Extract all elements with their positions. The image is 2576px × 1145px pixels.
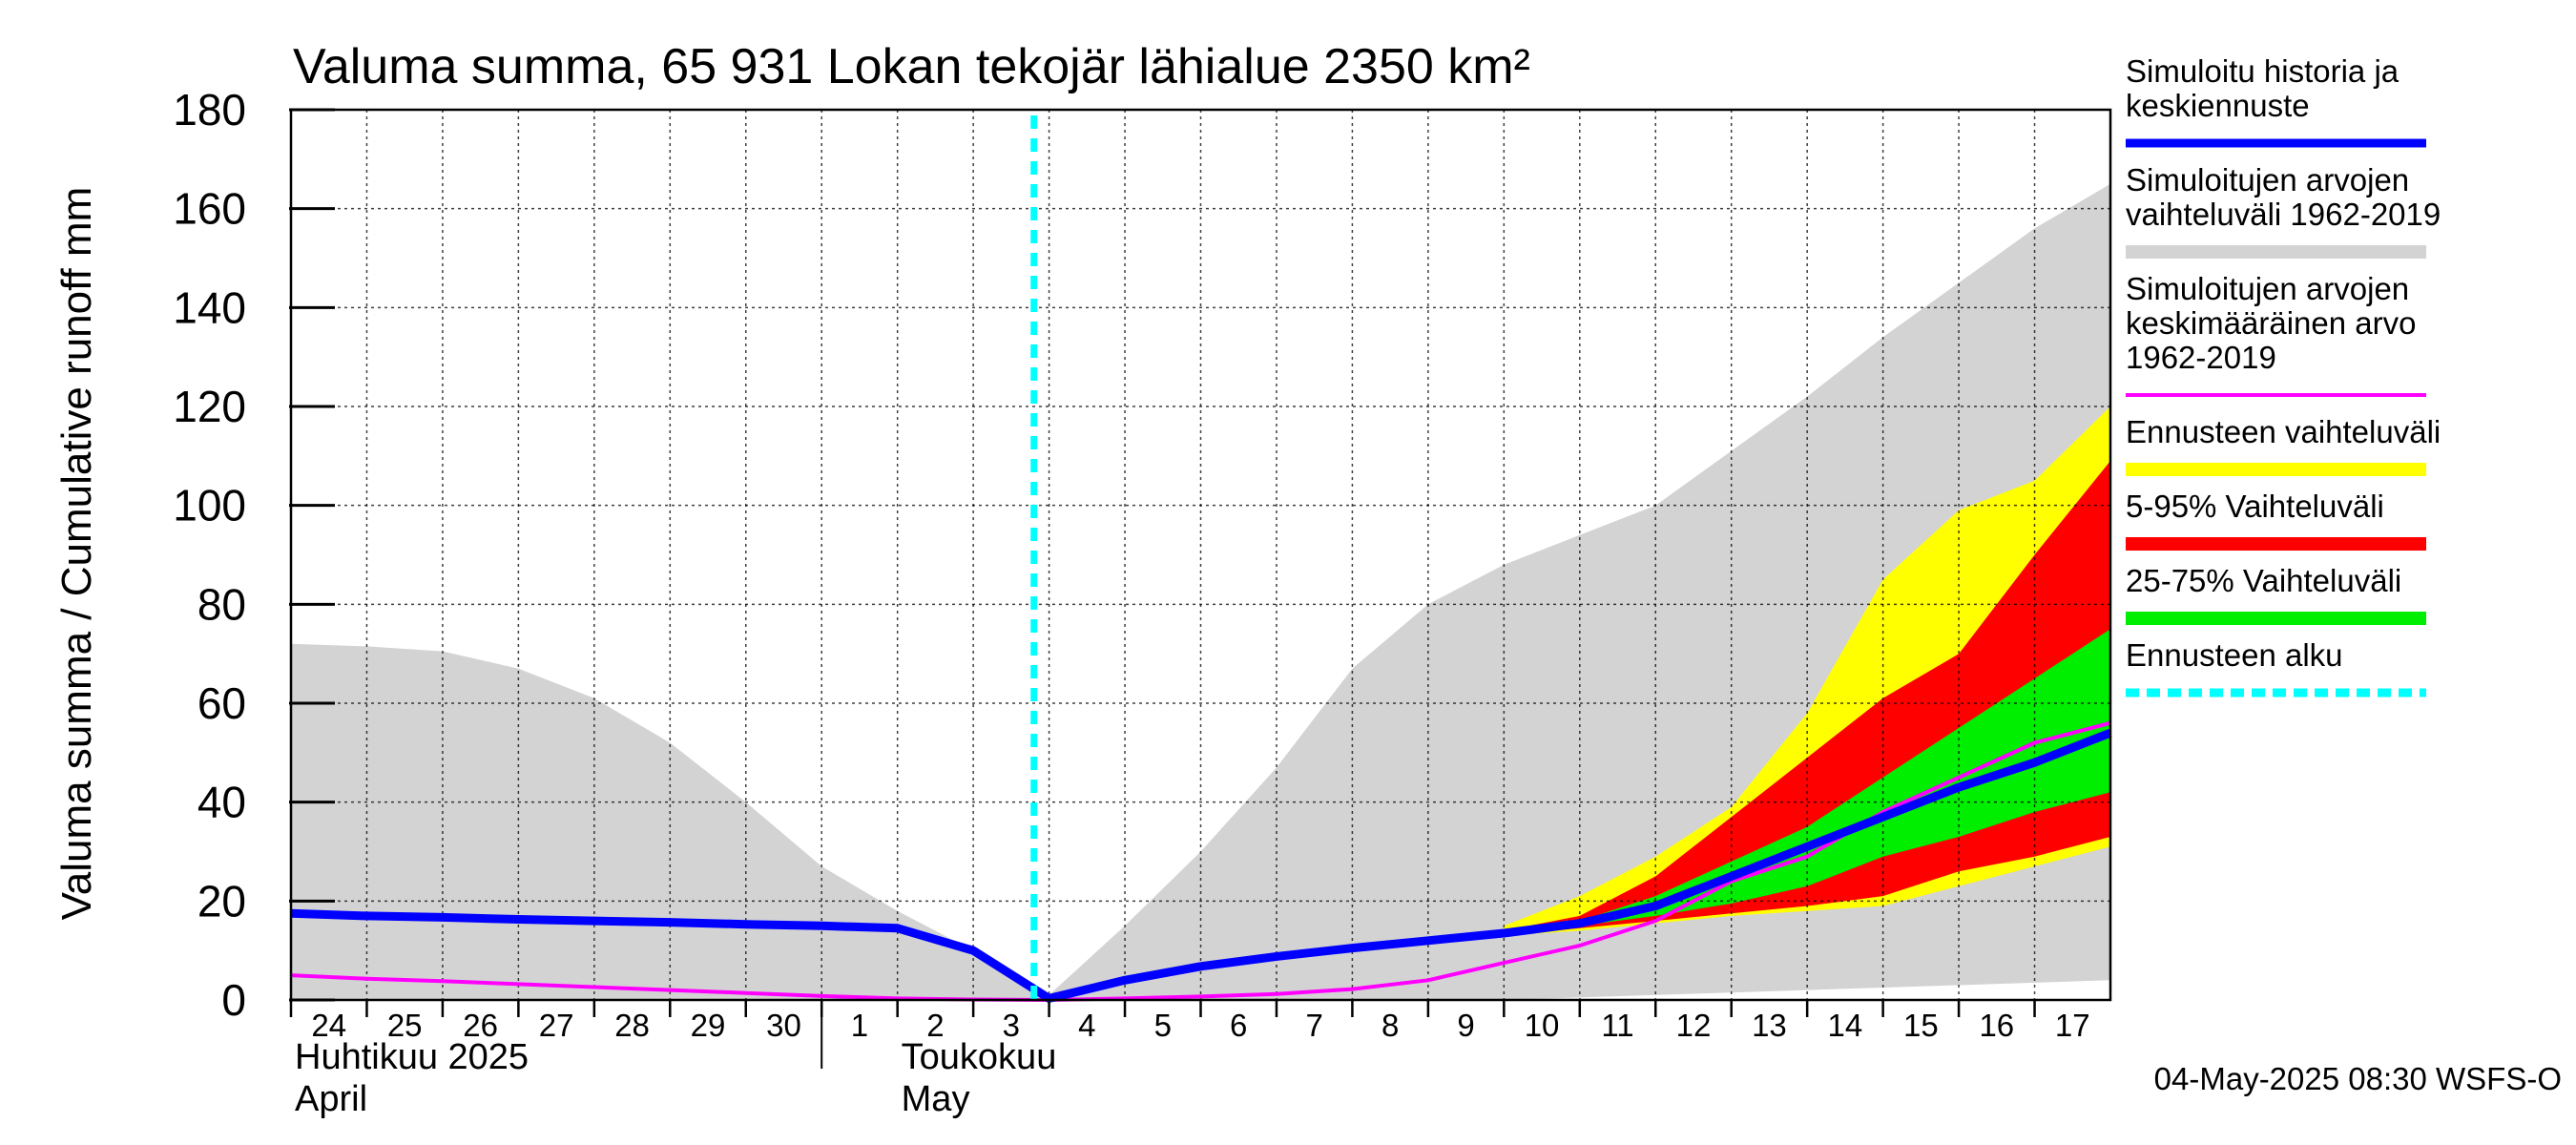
y-tick-label: 80	[197, 579, 246, 629]
x-tick-label: 25	[387, 1008, 423, 1043]
y-tick-label: 160	[173, 184, 246, 234]
legend-label-0: Simuloitu historia ja	[2126, 53, 2399, 89]
history-forecast-line	[290, 728, 2112, 1003]
y-tick-label: 20	[197, 876, 246, 926]
x-tick-label: 30	[766, 1008, 801, 1043]
x-tick-label: 17	[2055, 1008, 2090, 1043]
plot-area	[290, 110, 2112, 1003]
mean-line	[290, 720, 2111, 1002]
legend-label-4: 5-95% Vaihteluväli	[2126, 489, 2384, 524]
x-tick-label: 29	[691, 1008, 726, 1043]
month-label-en-0: April	[295, 1079, 367, 1119]
legend-label-2: 1962-2019	[2126, 340, 2276, 375]
y-tick-label: 140	[173, 282, 246, 332]
month-label-fi-0: Huhtikuu 2025	[295, 1037, 529, 1077]
y-tick-label: 120	[173, 382, 246, 431]
y-tick-label: 0	[221, 975, 246, 1025]
y-tick-label: 40	[197, 778, 246, 827]
x-tick-label: 1	[851, 1008, 868, 1043]
y-tick-label: 60	[197, 678, 246, 728]
y-tick-label: 100	[173, 481, 246, 531]
x-tick-label: 24	[311, 1008, 346, 1043]
x-tick-label: 9	[1457, 1008, 1474, 1043]
legend-label-6: Ennusteen alku	[2126, 637, 2343, 673]
legend-label-0: keskiennuste	[2126, 88, 2310, 123]
legend-label-3: Ennusteen vaihteluväli	[2126, 414, 2441, 449]
x-tick-label: 6	[1230, 1008, 1247, 1043]
legend-label-2: Simuloitujen arvojen	[2126, 271, 2409, 306]
legend-label-2: keskimääräinen arvo	[2126, 305, 2416, 341]
legend-label-1: vaihteluväli 1962-2019	[2126, 197, 2441, 232]
x-tick-label: 8	[1381, 1008, 1399, 1043]
y-tick-label: 180	[173, 85, 246, 135]
x-tick-label: 7	[1306, 1008, 1323, 1043]
x-tick-label: 16	[1979, 1008, 2014, 1043]
x-tick-label: 3	[1003, 1008, 1020, 1043]
legend-label-5: 25-75% Vaihteluväli	[2126, 563, 2401, 598]
month-label-fi-1: Toukokuu	[902, 1037, 1057, 1077]
x-tick-label: 11	[1601, 1008, 1633, 1043]
x-tick-label: 4	[1078, 1008, 1095, 1043]
x-tick-label: 15	[1903, 1008, 1939, 1043]
x-tick-label: 10	[1525, 1008, 1560, 1043]
x-tick-label: 26	[463, 1008, 498, 1043]
chart-title: Valuma summa, 65 931 Lokan tekojär lähia…	[293, 39, 1530, 94]
x-tick-label: 2	[926, 1008, 944, 1043]
legend-label-1: Simuloitujen arvojen	[2126, 162, 2409, 198]
x-tick-label: 27	[539, 1008, 574, 1043]
month-label-en-1: May	[902, 1079, 970, 1119]
band-0	[291, 183, 2110, 1001]
timestamp-label: 04-May-2025 08:30 WSFS-O	[2154, 1061, 2562, 1096]
x-tick-label: 28	[614, 1008, 650, 1043]
y-axis-label: Valuma summa / Cumulative runoff mm	[53, 187, 100, 921]
x-tick-label: 12	[1676, 1008, 1712, 1043]
x-tick-label: 13	[1752, 1008, 1787, 1043]
x-tick-label: 14	[1828, 1008, 1863, 1043]
x-tick-label: 5	[1154, 1008, 1172, 1043]
